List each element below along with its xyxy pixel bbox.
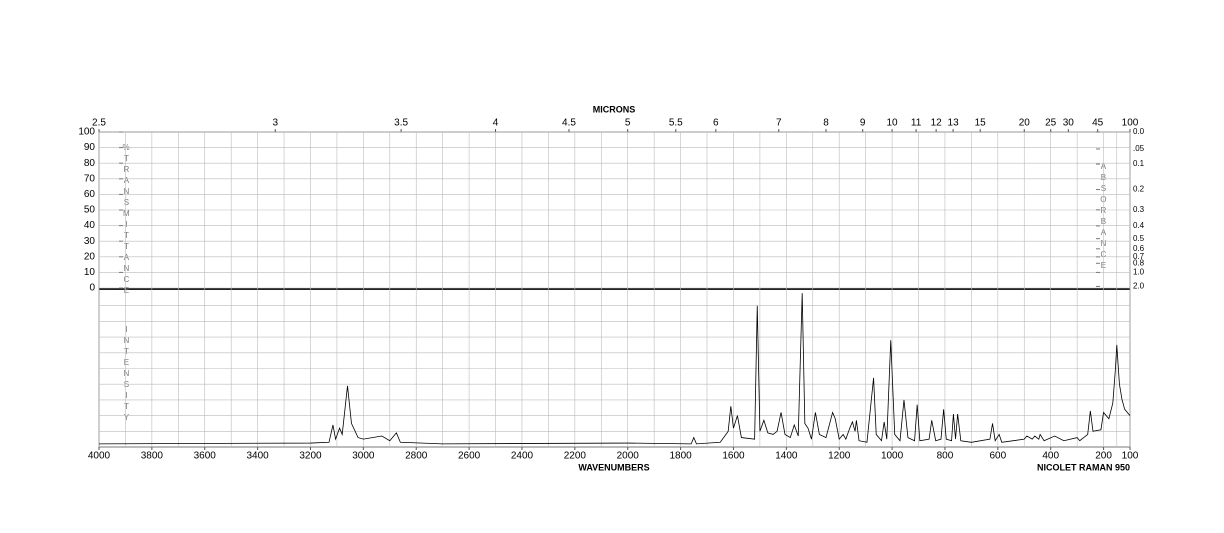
y2-tick-label: 2.0	[1133, 282, 1145, 291]
micron-tick-label: 3.5	[394, 118, 408, 129]
y-tick-label: 40	[84, 220, 96, 231]
x-tick-label: 3600	[194, 451, 217, 462]
y-tick-label: 0	[89, 283, 95, 294]
micron-tick-label: 13	[948, 118, 960, 129]
x-tick-label: 3000	[352, 451, 375, 462]
x-tick-label: 1200	[828, 451, 851, 462]
y-tick-label: 80	[84, 158, 96, 169]
y-tick-label: 30	[84, 236, 96, 247]
micron-tick-label: 12	[931, 118, 943, 129]
x-tick-label: 2000	[617, 451, 640, 462]
y2-tick-label: 0.1	[1133, 159, 1145, 168]
micron-tick-label: 8	[823, 118, 829, 129]
intensity-label: INTENSITY	[122, 325, 131, 424]
x-tick-label: 4000	[88, 451, 111, 462]
y-tick-label: 20	[84, 251, 96, 262]
micron-tick-label: 7	[776, 118, 782, 129]
x-tick-label: 2400	[511, 451, 534, 462]
x-tick-label: 400	[1042, 451, 1059, 462]
y2-tick-label: .05	[1133, 144, 1145, 153]
x-tick-label: 2800	[405, 451, 428, 462]
y2-tick-label: 0.3	[1133, 205, 1145, 214]
micron-tick-label: 3	[272, 118, 278, 129]
y-tick-label: 50	[84, 205, 96, 216]
micron-tick-label: 30	[1063, 118, 1075, 129]
x-tick-label: 200	[1095, 451, 1112, 462]
x-tick-label: 1000	[881, 451, 904, 462]
micron-tick-label: 4.5	[562, 118, 576, 129]
x-tick-label: 1400	[775, 451, 798, 462]
x-tick-label: 3200	[299, 451, 322, 462]
y2-tick-label: 0.2	[1133, 185, 1145, 194]
y2-tick-label: 1.0	[1133, 268, 1145, 277]
micron-tick-label: 11	[911, 118, 922, 129]
y-tick-label: 90	[84, 142, 96, 153]
x-tick-label: 1600	[722, 451, 745, 462]
y-tick-label: 100	[78, 127, 95, 138]
y2-tick-label: 0.5	[1133, 234, 1145, 243]
y2-tick-label: 0.6	[1133, 244, 1145, 253]
y2-tick-label: 0.8	[1133, 258, 1145, 267]
micron-tick-label: 5.5	[669, 118, 683, 129]
x-tick-label: 100	[1122, 451, 1139, 462]
y2-tick-label: 0.4	[1133, 221, 1145, 230]
y2-tick-label: 0.0	[1133, 127, 1145, 136]
x-axis-label: WAVENUMBERS	[578, 462, 649, 472]
y2-tick-label: 0.7	[1133, 252, 1145, 261]
micron-tick-label: 6	[713, 118, 719, 129]
x-tick-label: 2600	[458, 451, 481, 462]
micron-tick-label: 100	[1122, 118, 1139, 129]
micron-tick-label: 10	[887, 118, 899, 129]
micron-tick-label: 5	[625, 118, 631, 129]
micron-tick-label: 25	[1045, 118, 1057, 129]
spectrum-line	[98, 293, 1131, 445]
micron-tick-label: 20	[1019, 118, 1031, 129]
instrument-label: NICOLET RAMAN 950	[1037, 462, 1130, 472]
top-axis-label: MICRONS	[593, 104, 636, 114]
x-tick-label: 800	[937, 451, 954, 462]
micron-tick-label: 4	[493, 118, 499, 129]
x-tick-label: 1800	[669, 451, 692, 462]
micron-tick-label: 2.5	[92, 118, 106, 129]
micron-tick-label: 15	[975, 118, 987, 129]
x-tick-label: 3400	[246, 451, 269, 462]
y-tick-label: 70	[84, 173, 96, 184]
micron-tick-label: 45	[1092, 118, 1104, 129]
x-tick-label: 2200	[564, 451, 587, 462]
y-tick-label: 60	[84, 189, 96, 200]
micron-tick-label: 9	[860, 118, 866, 129]
y-tick-label: 10	[84, 267, 96, 278]
x-tick-label: 600	[989, 451, 1006, 462]
x-tick-label: 3800	[141, 451, 164, 462]
